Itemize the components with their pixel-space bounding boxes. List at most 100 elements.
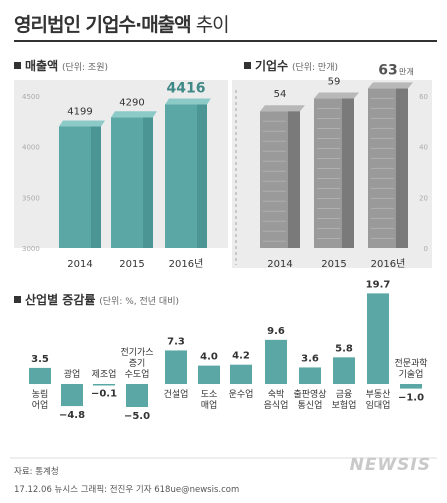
industry-category-line: 기술업 [399,369,424,380]
title-separator: · [134,14,142,36]
industry-category-line: 통신업 [298,400,323,411]
industry-value-label: 4.2 [232,351,250,362]
sales-value-label: 4416 [167,81,206,97]
sales-bar-side [143,117,153,248]
industry-bar [165,350,187,384]
industry-category-line: 제조업 [92,369,117,380]
section-firms-header: 기업수 (단위: 만개) [244,57,338,74]
page-title: 영리법인 기업수·매출액 추이 [14,10,230,37]
industry-category-line: 수도업 [125,369,150,380]
industry-category-label: 부동산 임대업 [366,389,391,411]
industry-category-line: 어업 [32,400,49,411]
industry-category-label: 숙박 음식업 [264,389,289,411]
firms-bar-side [288,111,300,248]
industry-section-label: 산업별 증감률 [25,293,96,307]
industry-category-label: 농림 어업 [32,388,49,411]
firms-value-suffix: 만개 [399,66,414,76]
industry-category-label: 도소 매업 [201,389,218,411]
industry-category-line: 숙박 [268,389,285,400]
industry-category-line: 매업 [201,400,218,411]
title-bold: 영리법인 기업수 [14,14,136,36]
industry-category-line: 부동산 [366,389,391,400]
industry-value-label: 4.0 [200,352,218,363]
firms-value-label: 63 [378,62,397,78]
industry-category-label: 금융 보험업 [332,389,357,411]
bullet-square-icon [14,62,21,69]
industry-bar [93,384,115,386]
industry-value-label: 9.6 [267,326,285,337]
section-industry-header: 산업별 증감률 (단위: %, 전년 대비) [14,291,179,308]
firms-value-label: 54 [274,89,287,100]
industry-bar [198,365,220,384]
sales-category-label: 2015 [119,259,144,270]
industry-category-label: 운수업 [229,389,254,400]
firms-bar-top [314,92,359,99]
sales-section-label: 매출액 [25,59,59,73]
bullet-square-icon [244,62,251,69]
industry-category-line: 전문과학 [394,358,427,369]
industry-category-line: 운수업 [229,389,254,400]
credit-text: 17.12.06 뉴시스 그래픽: 전진우 기자 618ue@newsis.co… [14,485,240,495]
firms-unit: (단위: 만개) [291,63,338,73]
industry-category-line: 도소 [201,389,218,400]
sales-ytick-label: 3000 [22,245,40,253]
industry-value-label: −4.8 [59,410,85,421]
title-bold-2: 매출액 [141,14,191,36]
industry-category-label: 전문과학 기술업 [394,358,427,380]
sales-category-label: 2014 [67,259,92,270]
firms-section-label: 기업수 [255,59,289,73]
industry-bar [367,293,389,384]
sales-value-label: 4199 [67,107,92,118]
sales-bar-top [165,98,211,105]
firms-category-label: 2016년 [371,258,406,270]
firms-value-label: 59 [328,77,341,88]
industry-value-label: 7.3 [167,336,185,347]
sales-category-label: 2016년 [169,258,204,270]
industry-category-line: 증기 [129,358,146,369]
section-sales-header: 매출액 (단위: 조원) [14,57,108,74]
industry-category-label: 광업 [64,368,81,380]
title-light: 추이 [190,14,230,36]
sales-ytick-label: 4000 [22,144,40,152]
industry-value-label: 3.6 [301,353,319,364]
industry-category-label: 출판영상 통신업 [293,389,326,411]
firms-ytick-label: 60 [419,93,428,101]
title-rule [14,40,437,42]
industry-category-line: 전기가스 [120,347,153,358]
firms-bar-top [260,105,305,112]
industry-bar [265,339,287,384]
industry-category-line: 임대업 [366,399,391,411]
sales-value-label: 4290 [119,97,144,108]
industry-value-label: 3.5 [31,354,49,365]
sales-unit: (단위: 조원) [61,63,108,73]
industry-bar [61,384,83,407]
industry-category-line: 광업 [64,368,81,380]
industry-category-label: 건설업 [164,389,189,400]
industry-value-label: −5.0 [124,411,150,422]
firms-category-label: 2015 [321,259,346,270]
source-text: 자료: 통계청 [14,467,59,477]
sales-bar-top [59,120,105,127]
firms-bar-side [342,98,354,249]
industry-value-label: 5.8 [335,343,353,354]
industry-category-line: 농림 [32,388,49,400]
firms-category-label: 2014 [267,259,292,270]
industry-category-line: 음식업 [264,400,289,411]
industry-category-line: 출판영상 [293,389,326,400]
firms-ytick-label: 40 [419,144,428,152]
industry-category-line: 금융 [336,389,353,400]
industry-bar [400,384,422,389]
firms-bar-top [368,82,413,89]
industry-value-label: −1.0 [398,393,424,404]
industry-bar [299,367,321,384]
firms-ytick-label: 20 [419,194,428,202]
industry-bar [126,384,148,407]
firms-ytick-label: 0 [424,245,428,253]
sales-ytick-label: 4500 [22,93,40,101]
sales-bar-top [111,111,157,118]
newsis-logo: NEWSIS [349,455,431,475]
industry-value-label: 19.7 [366,279,391,290]
bullet-square-icon [14,296,21,303]
